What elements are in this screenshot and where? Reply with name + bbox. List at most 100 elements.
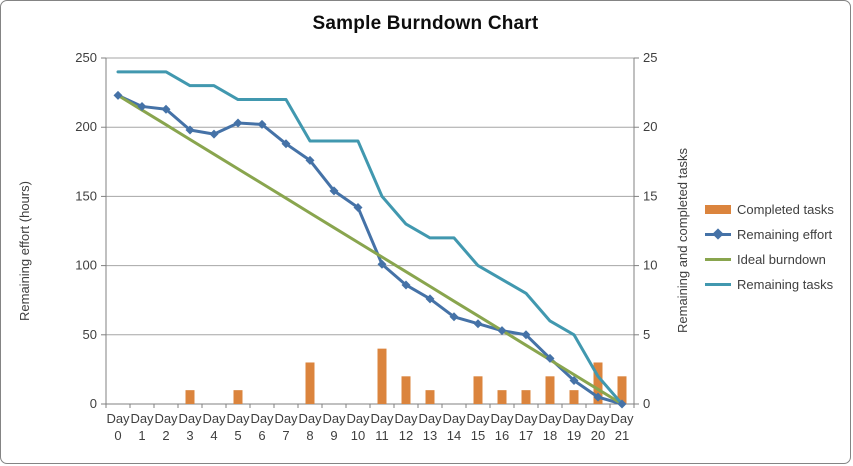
x-axis-label: 5 bbox=[234, 428, 241, 443]
line-ideal-burndown bbox=[116, 93, 624, 406]
bar-completed-tasks bbox=[497, 390, 507, 404]
diamond-marker-icon bbox=[281, 139, 291, 149]
bar-completed-tasks bbox=[305, 362, 315, 404]
x-axis-label: Day bbox=[322, 411, 346, 426]
x-axis-label: Day bbox=[226, 411, 250, 426]
x-axis-label: Day bbox=[178, 411, 202, 426]
diamond-marker-icon bbox=[497, 326, 507, 336]
diamond-marker-icon bbox=[233, 118, 243, 128]
x-axis-label: 0 bbox=[114, 428, 121, 443]
x-axis-label: 3 bbox=[186, 428, 193, 443]
x-axis-label: Day bbox=[370, 411, 394, 426]
diamond-marker-icon bbox=[161, 104, 171, 114]
remaining-effort-line-swatch-icon bbox=[705, 227, 731, 240]
diamond-marker-icon bbox=[209, 129, 219, 139]
bar-completed-tasks bbox=[521, 390, 531, 404]
right-axis-tick-label: 15 bbox=[643, 188, 657, 203]
legend-item-remaining-tasks: Remaining tasks bbox=[705, 276, 834, 292]
x-axis-label: Day bbox=[442, 411, 466, 426]
x-axis-label: 9 bbox=[330, 428, 337, 443]
left-axis-tick-label: 50 bbox=[83, 327, 97, 342]
line-remaining-tasks bbox=[116, 70, 624, 406]
legend: Completed tasks Remaining effort Ideal b… bbox=[705, 201, 834, 292]
legend-label: Ideal burndown bbox=[737, 251, 826, 267]
remaining-tasks-line-swatch-icon bbox=[705, 282, 731, 286]
x-axis-label: Day bbox=[418, 411, 442, 426]
bar-completed-tasks bbox=[185, 390, 195, 404]
right-axis-tick-label: 20 bbox=[643, 119, 657, 134]
left-axis-tick-label: 0 bbox=[90, 396, 97, 411]
x-axis-label: 1 bbox=[138, 428, 145, 443]
x-axis-label: 17 bbox=[519, 428, 533, 443]
left-axis-tick-label: 100 bbox=[75, 258, 97, 273]
bar-completed-tasks bbox=[545, 376, 555, 404]
x-axis-label: Day bbox=[490, 411, 514, 426]
x-axis-label: 10 bbox=[351, 428, 365, 443]
left-axis-tick-label: 200 bbox=[75, 119, 97, 134]
x-axis-label: Day bbox=[250, 411, 274, 426]
line-remaining-effort bbox=[116, 93, 624, 406]
x-axis-label: Day bbox=[130, 411, 154, 426]
right-axis-title: Remaining and completed tasks bbox=[675, 148, 690, 334]
right-axis-tick-label: 25 bbox=[643, 50, 657, 65]
x-axis-label: 21 bbox=[615, 428, 629, 443]
diamond-marker-icon bbox=[545, 353, 555, 363]
bar-completed-tasks bbox=[569, 390, 579, 404]
x-axis-label: Day bbox=[394, 411, 418, 426]
diamond-marker-icon bbox=[593, 392, 603, 402]
x-axis-label: 18 bbox=[543, 428, 557, 443]
diamond-marker-icon bbox=[617, 399, 627, 409]
diamond-marker-icon bbox=[305, 155, 315, 165]
bar-completed-tasks bbox=[425, 390, 435, 404]
diamond-marker-icon bbox=[377, 259, 387, 269]
chart-title: Sample Burndown Chart bbox=[312, 13, 539, 34]
bar-completed-tasks bbox=[617, 376, 627, 404]
x-axis-label: Day bbox=[538, 411, 562, 426]
legend-label: Completed tasks bbox=[737, 201, 834, 217]
x-axis-label: 12 bbox=[399, 428, 413, 443]
x-axis-label: Day bbox=[298, 411, 322, 426]
left-axis-tick-label: 150 bbox=[75, 188, 97, 203]
x-axis-label: Day bbox=[610, 411, 634, 426]
x-axis-label: 2 bbox=[162, 428, 169, 443]
legend-item-ideal-burndown: Ideal burndown bbox=[705, 251, 834, 267]
diamond-marker-icon bbox=[473, 319, 483, 329]
diamond-marker-icon bbox=[401, 280, 411, 290]
bar-completed-tasks bbox=[233, 390, 243, 404]
legend-label: Remaining tasks bbox=[737, 276, 834, 292]
x-axis-label: 11 bbox=[375, 428, 389, 443]
x-axis-label: 4 bbox=[210, 428, 217, 443]
left-axis-tick-label: 250 bbox=[75, 50, 97, 65]
x-axis-label: Day bbox=[514, 411, 538, 426]
diamond-marker-icon bbox=[712, 227, 724, 240]
x-axis-label: Day bbox=[202, 411, 226, 426]
x-axis-label: Day bbox=[466, 411, 490, 426]
x-axis-label: Day bbox=[274, 411, 298, 426]
diamond-marker-icon bbox=[521, 330, 531, 340]
x-axis-label: 19 bbox=[567, 428, 581, 443]
x-axis-label: 14 bbox=[447, 428, 461, 443]
diamond-marker-icon bbox=[257, 119, 267, 129]
diamond-marker-icon bbox=[425, 294, 435, 304]
legend-item-remaining-effort: Remaining effort bbox=[705, 226, 834, 242]
right-axis-tick-label: 10 bbox=[643, 258, 657, 273]
x-axis-label: 20 bbox=[591, 428, 605, 443]
bar-completed-tasks bbox=[593, 362, 603, 404]
diamond-marker-icon bbox=[185, 125, 195, 135]
diamond-marker-icon bbox=[329, 186, 339, 196]
x-axis-label: 8 bbox=[306, 428, 313, 443]
diamond-marker-icon bbox=[113, 90, 123, 100]
x-axis-label: Day bbox=[346, 411, 370, 426]
legend-item-completed-tasks: Completed tasks bbox=[705, 201, 834, 217]
bar-completed-tasks bbox=[377, 348, 387, 404]
x-axis-label: Day bbox=[586, 411, 610, 426]
x-axis-label: Day bbox=[562, 411, 586, 426]
x-axis-label: 7 bbox=[282, 428, 289, 443]
right-axis-tick-label: 5 bbox=[643, 327, 650, 342]
diamond-marker-icon bbox=[137, 101, 147, 111]
ideal-burndown-line-swatch-icon bbox=[705, 257, 731, 261]
diamond-marker-icon bbox=[353, 202, 363, 212]
legend-label: Remaining effort bbox=[737, 226, 833, 242]
